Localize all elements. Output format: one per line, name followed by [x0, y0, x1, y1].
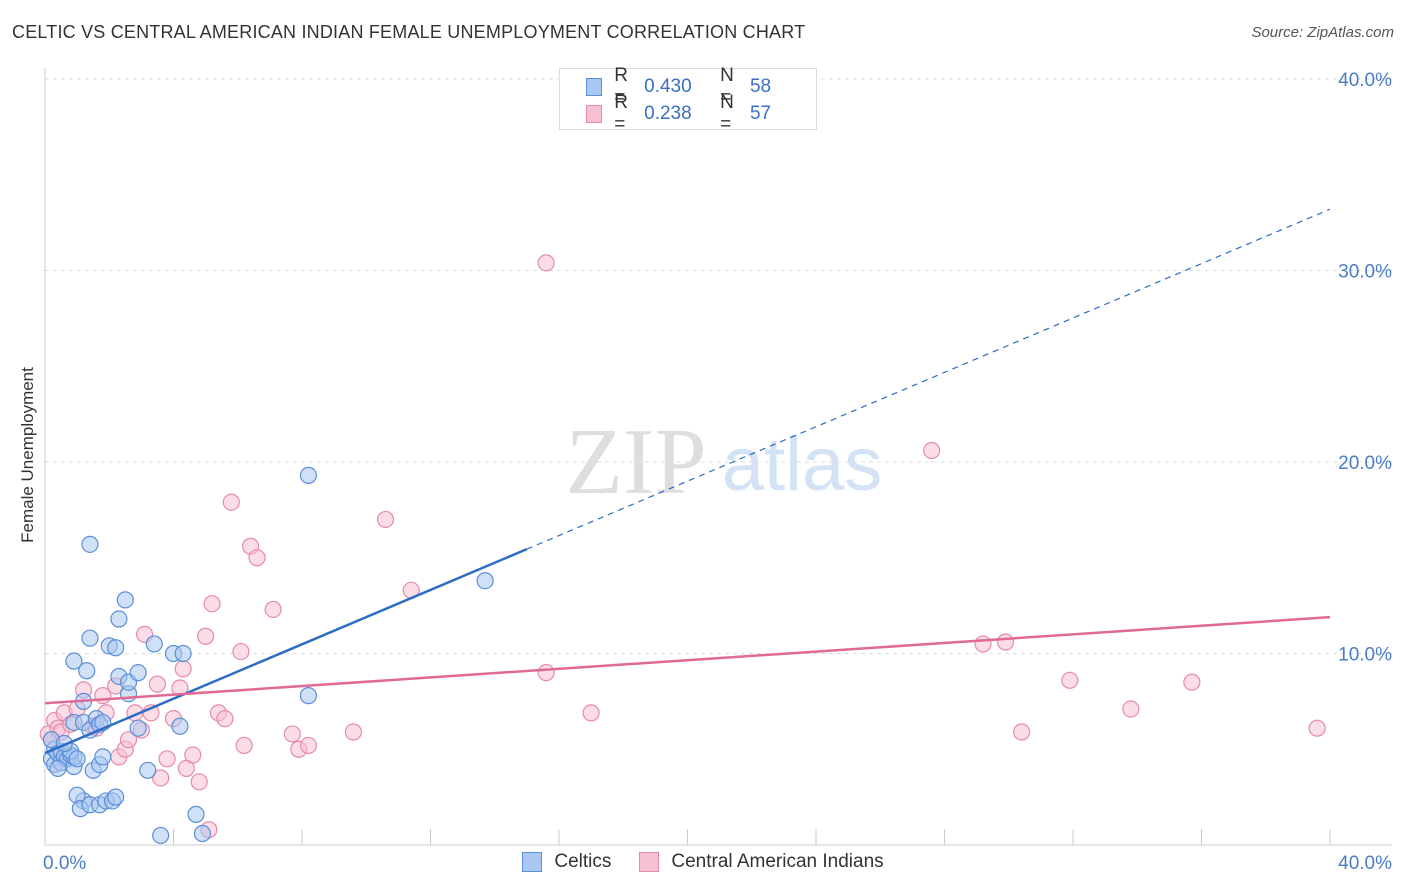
central-point	[1061, 671, 1079, 689]
axes	[44, 68, 1392, 846]
central-point	[376, 510, 395, 529]
central-point	[203, 595, 221, 613]
celtics-point	[299, 466, 318, 485]
central-point	[1122, 700, 1140, 718]
central-point	[222, 493, 240, 511]
central-point	[184, 746, 202, 764]
tick-labels: 10.0% 20.0% 30.0% 40.0% 0.0% 40.0%	[43, 70, 1392, 874]
watermark-zip: ZIP	[566, 410, 707, 514]
celtics-point	[65, 652, 83, 670]
y-tick-label: 40.0%	[1338, 70, 1392, 91]
celtics-point	[94, 748, 112, 766]
celtics-legend-swatch	[522, 852, 543, 872]
celtics-points	[42, 466, 494, 845]
celtics-point	[78, 662, 96, 680]
watermark-atlas: atlas	[722, 422, 883, 507]
legend-row-central: R = 0.238 N = 57	[586, 92, 816, 135]
central-point	[174, 660, 192, 678]
central-point	[537, 254, 555, 272]
trend-lines	[44, 208, 1331, 755]
celtics-trend-extension	[526, 208, 1331, 550]
central-point	[232, 642, 250, 661]
legend-item-celtics: Celtics	[522, 851, 611, 873]
celtics-point	[145, 635, 163, 653]
central-n-label: N =	[720, 92, 734, 135]
celtics-point	[107, 788, 125, 806]
central-point	[197, 627, 215, 645]
celtics-swatch	[586, 78, 603, 96]
y-tick-label: 30.0%	[1338, 262, 1392, 283]
central-point	[152, 769, 170, 787]
celtics-point	[129, 664, 147, 682]
central-point	[216, 710, 234, 728]
celtics-point	[187, 805, 205, 823]
central-point	[1183, 673, 1201, 691]
central-point	[148, 675, 167, 693]
celtics-point	[81, 629, 99, 647]
celtics-r-label: R =	[614, 65, 628, 108]
x-tick-label: 0.0%	[43, 853, 86, 874]
gridlines	[45, 78, 1392, 654]
central-point	[582, 704, 600, 722]
central-point	[264, 600, 282, 619]
central-point	[283, 725, 301, 743]
celtics-point	[129, 719, 147, 737]
celtics-legend-label: Celtics	[554, 851, 612, 872]
central-r-label: R =	[614, 92, 628, 135]
stats-legend: R = 0.430 N = 58 R = 0.238 N = 57	[559, 65, 817, 135]
celtics-point	[110, 610, 128, 628]
celtics-n-label: N =	[720, 65, 734, 108]
central-point	[299, 736, 318, 755]
legend-row-celtics: R = 0.430 N = 58	[586, 65, 816, 108]
central-n-value: 57	[749, 103, 772, 124]
central-point	[923, 441, 941, 460]
celtics-point	[116, 591, 134, 609]
central-point	[248, 549, 266, 567]
y-tick-label: 10.0%	[1338, 645, 1392, 666]
series-legend: Celtics Central American Indians	[0, 851, 1406, 873]
central-r-value: 0.238	[644, 103, 692, 124]
watermark: ZIP atlas	[566, 410, 883, 514]
central-point	[344, 723, 362, 741]
celtics-point	[193, 824, 212, 843]
celtics-point	[476, 572, 494, 590]
central-point	[119, 731, 138, 749]
central-point	[235, 736, 253, 755]
celtics-point	[68, 750, 86, 768]
central-point	[1308, 719, 1326, 737]
celtics-point	[107, 639, 125, 657]
central-point	[996, 633, 1015, 651]
source-label: Source: ZipAtlas.com	[1251, 24, 1394, 41]
central-swatch	[586, 105, 603, 123]
celtics-point	[49, 759, 67, 778]
celtics-point	[152, 826, 170, 845]
chart-title: CELTIC VS CENTRAL AMERICAN INDIAN FEMALE…	[12, 22, 806, 42]
celtics-point	[171, 717, 189, 735]
celtics-r-value: 0.430	[644, 76, 692, 97]
celtics-point	[174, 644, 192, 663]
celtics-n-value: 58	[749, 76, 772, 97]
celtics-point	[299, 687, 318, 705]
central-point	[190, 773, 208, 791]
celtics-point	[139, 761, 157, 779]
legend-item-central: Central American Indians	[639, 851, 884, 873]
central-point	[158, 750, 176, 768]
x-tick-label: 40.0%	[1338, 853, 1392, 874]
central-points	[39, 254, 1326, 839]
central-legend-swatch	[639, 852, 660, 872]
celtics-point	[81, 535, 99, 553]
central-legend-label: Central American Indians	[671, 851, 884, 872]
celtics-trend-line	[44, 547, 528, 755]
central-point	[974, 635, 992, 653]
central-point	[1012, 723, 1031, 741]
central-point	[537, 664, 555, 682]
y-tick-label: 20.0%	[1338, 453, 1392, 474]
y-axis-label: Female Unemployment	[18, 367, 37, 543]
central-trend-line	[44, 615, 1331, 705]
